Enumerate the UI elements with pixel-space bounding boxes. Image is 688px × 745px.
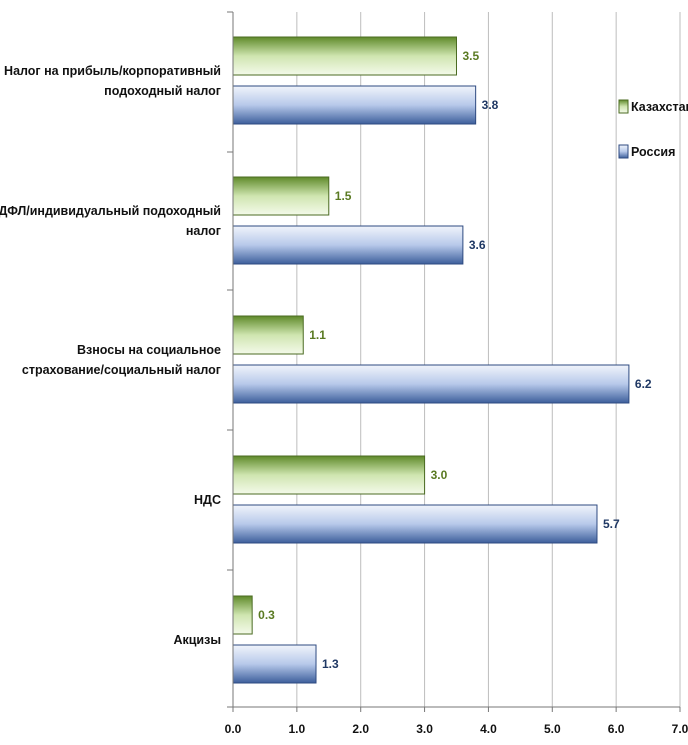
axes: 0.0 1.0 2.0 3.0 4.0 5.0 6.0 7.0 [225,11,688,736]
labels: 3.5 1.5 1.1 3.0 0.3 3.8 3.6 6.2 5.7 1.3 Налог на п… [0,49,652,671]
bar-ru-4 [232,644,317,684]
bar-kz-3 [232,455,426,495]
bars [232,36,630,684]
data-label-kz-0: 3.5 [463,49,480,63]
data-label-ru-3: 5.7 [603,517,620,531]
bar-kz-0 [232,36,457,76]
category-label: Акцизы [173,633,221,647]
bar-kz-4 [232,595,253,635]
data-label-kz-2: 1.1 [309,328,326,342]
x-tick-label: 7.0 [672,722,688,736]
x-tick-label: 2.0 [352,722,369,736]
x-tick-label: 4.0 [480,722,497,736]
legend: Казахстан Россия [618,99,688,159]
category-label: Налог на прибыль/корпоративный подоходный… [4,64,221,98]
data-label-ru-4: 1.3 [322,657,339,671]
legend-swatch-ru [618,144,629,159]
x-tick-label: 5.0 [544,722,561,736]
data-label-kz-3: 3.0 [431,468,448,482]
x-tick-label: 3.0 [416,722,433,736]
bar-ru-1 [232,225,464,265]
data-label-ru-2: 6.2 [635,377,652,391]
data-label-kz-4: 0.3 [258,608,275,622]
data-label-kz-1: 1.5 [335,189,352,203]
x-tick-label: 6.0 [608,722,625,736]
bar-kz-2 [232,315,304,355]
category-label: НДС [194,493,221,507]
bar-ru-0 [232,85,477,125]
x-tick-label: 0.0 [225,722,242,736]
category-label: НДФЛ/индивидуальный подоходный налог [0,204,221,238]
legend-label-kz: Казахстан [631,100,688,114]
data-label-ru-0: 3.8 [482,98,499,112]
bar-ru-3 [232,504,598,544]
legend-label-ru: Россия [631,145,675,159]
legend-swatch-kz [618,99,629,114]
gridlines [296,12,681,707]
category-label: Взносы на социальное страхование/социальн… [22,343,221,377]
x-tick-label: 1.0 [289,722,306,736]
bar-kz-1 [232,176,330,216]
bar-ru-2 [232,364,630,404]
data-label-ru-1: 3.6 [469,238,486,252]
